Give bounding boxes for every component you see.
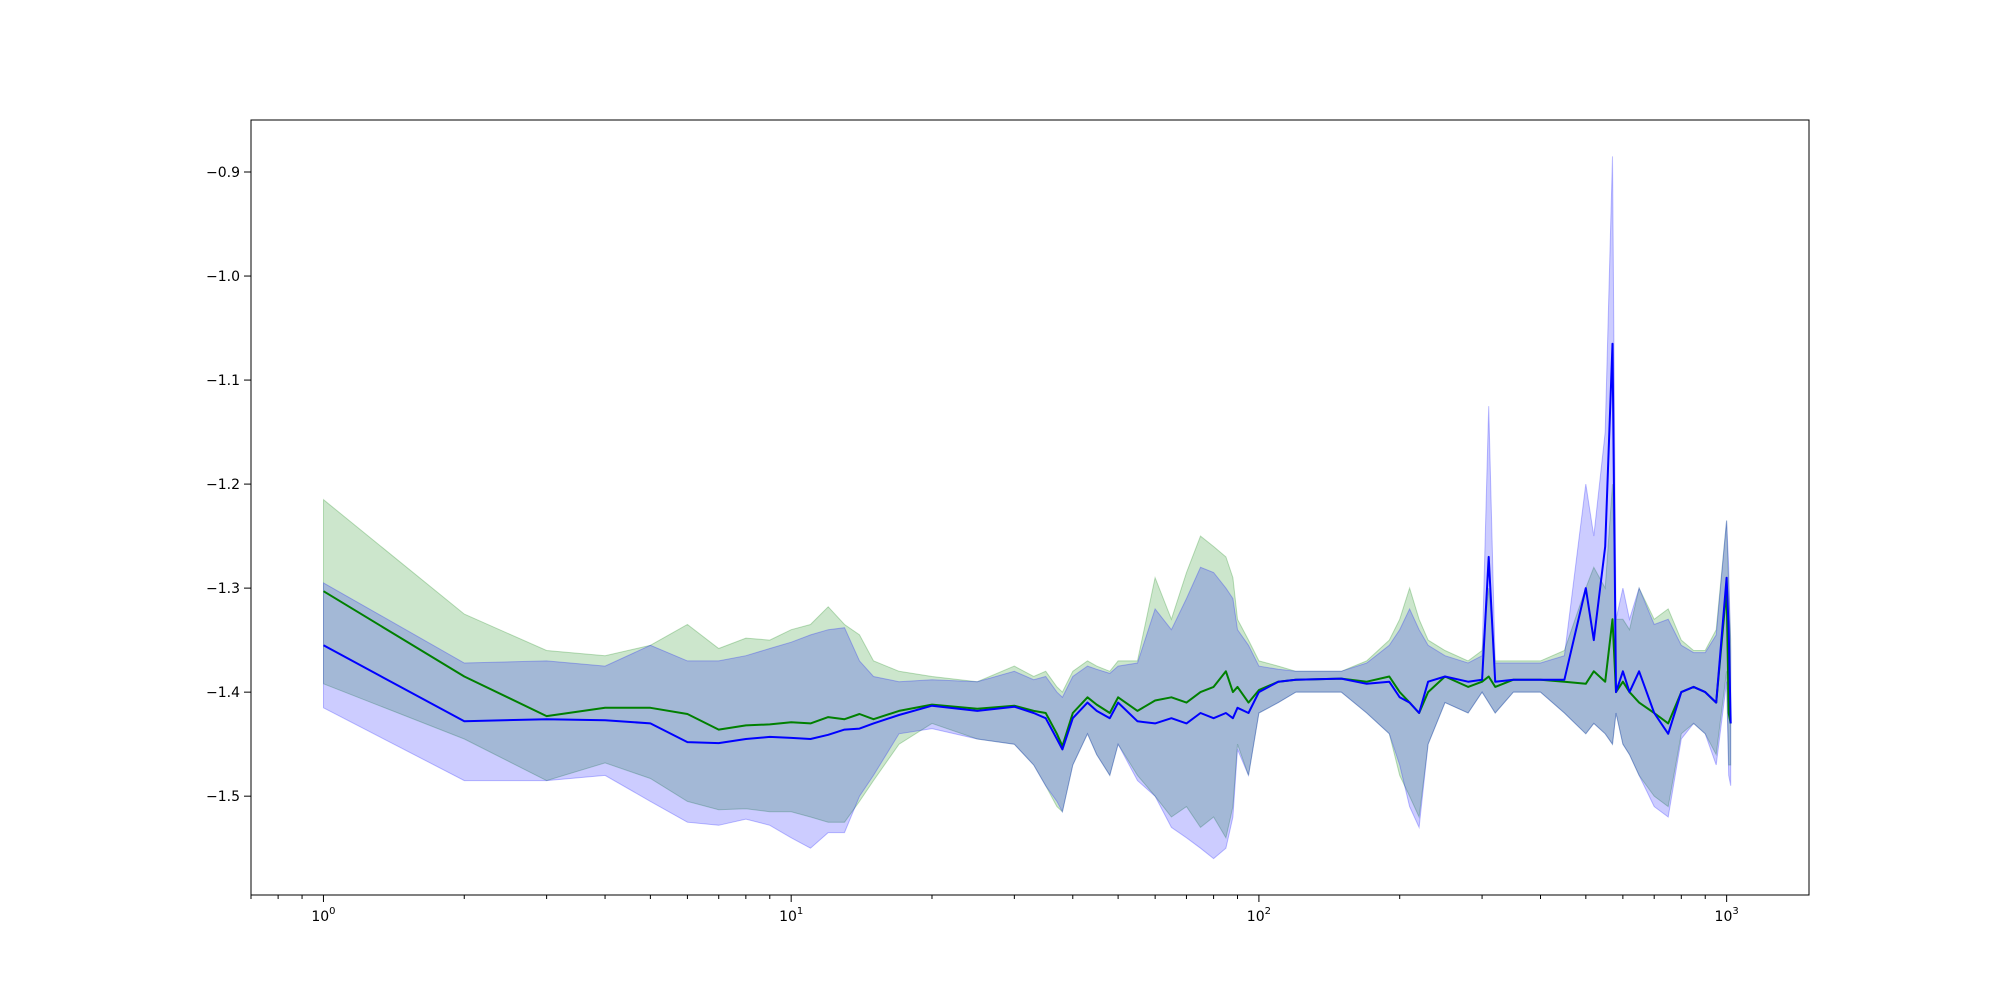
y-tick-label: −1.0 [206, 269, 240, 285]
x-tick-label: 103 [1715, 906, 1739, 925]
y-tick-label: −1.2 [206, 477, 240, 493]
series-lines [322, 342, 1732, 751]
band-series-1 [323, 484, 1732, 840]
x-tick-label: 101 [779, 906, 803, 925]
plot-frame [250, 119, 1810, 896]
y-tick-label: −0.9 [206, 165, 240, 181]
x-axis: 100 101 102 103 [250, 895, 1739, 925]
y-tick-label: −1.3 [206, 581, 240, 597]
y-tick-label: −1.4 [206, 685, 240, 701]
line-series-2 [323, 342, 1732, 751]
y-tick-label: −1.1 [206, 373, 240, 389]
y-tick-label: −1.5 [206, 789, 240, 805]
x-tick-label: 100 [311, 906, 335, 925]
x-tick-label: 102 [1247, 906, 1271, 925]
y-axis: −0.9 −1.0 −1.1 −1.2 −1.3 −1.4 −1.5 [206, 165, 251, 805]
